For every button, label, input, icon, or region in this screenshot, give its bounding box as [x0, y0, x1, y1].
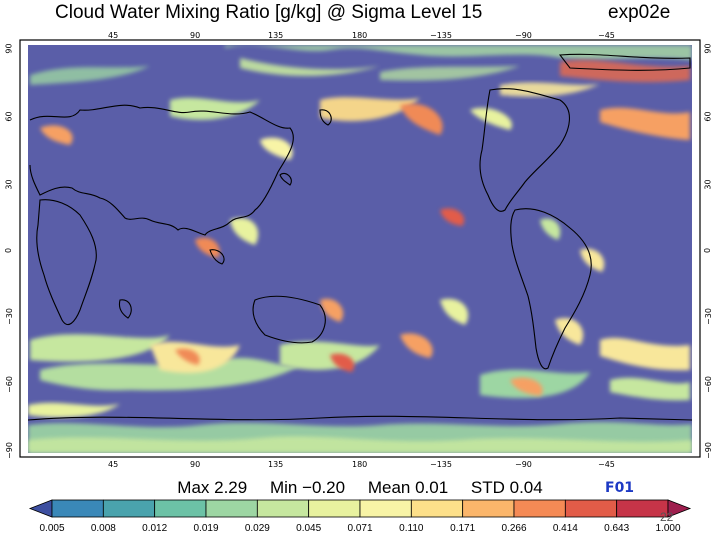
colorbar-swatch [102, 499, 156, 518]
colorbar-label: 0.005 [39, 523, 65, 534]
lat-tick-left: 0 [4, 247, 14, 254]
colorbar-label: 1.000 [655, 523, 681, 534]
colorbar-swatch [564, 499, 618, 518]
colorbar-swatch [205, 499, 258, 518]
colorbar-label: 0.019 [193, 523, 219, 534]
colorbar-swatch [410, 499, 464, 518]
colorbar-label: 0.110 [399, 523, 424, 534]
lat-tick-right: −60 [703, 376, 713, 393]
coastlines [28, 53, 692, 421]
chart-title: Cloud Water Mixing Ratio [g/kg] @ Sigma … [55, 2, 483, 23]
colorbar-label: 0.045 [296, 523, 322, 534]
lon-tick-top: −45 [598, 31, 615, 40]
colorbar-swatch [308, 499, 361, 518]
lon-tick-top: −135 [430, 31, 452, 40]
colorbar-left-arrow [28, 499, 53, 518]
lat-tick-right: 30 [703, 179, 713, 190]
lat-tick-right: 0 [703, 247, 713, 254]
colorbar-label: 0.266 [501, 523, 527, 534]
statistics-line: Max 2.29 Min −0.20 Mean 0.01 STD 0.04 [0, 478, 720, 498]
colorbar [28, 499, 692, 518]
colorbar-label: 0.012 [142, 523, 168, 534]
lon-tick-top: 45 [108, 31, 119, 40]
lat-tick-right: 90 [703, 43, 713, 54]
lat-tick-left: 60 [4, 111, 14, 122]
lat-tick-left: 90 [4, 43, 14, 54]
colorbar-right-arrow [667, 499, 692, 518]
stat-min: Min −0.20 [269, 478, 346, 497]
cloud-field [28, 45, 692, 453]
lat-tick-left: −90 [4, 442, 14, 459]
panel-label: F01 [605, 480, 635, 496]
lon-tick-top: 135 [268, 31, 284, 40]
lon-tick-bottom: 180 [352, 460, 368, 469]
stat-mean: Mean 0.01 [367, 478, 449, 497]
colorbar-swatch [359, 499, 412, 518]
lon-tick-bottom: 135 [268, 460, 284, 469]
lon-tick-top: −90 [515, 31, 532, 40]
lon-tick-bottom: −45 [598, 460, 615, 469]
lat-tick-left: −30 [4, 308, 14, 325]
slide-number: 22 [660, 510, 674, 524]
colorbar-label: 0.643 [604, 523, 630, 534]
stat-max: Max 2.29 [177, 478, 248, 497]
colorbar-swatch [513, 499, 566, 518]
lon-tick-bottom: 45 [108, 460, 119, 469]
lat-tick-right: −90 [703, 442, 713, 459]
lon-tick-bottom: −135 [430, 460, 452, 469]
lon-tick-bottom: −90 [515, 460, 532, 469]
lat-tick-left: 30 [4, 179, 14, 190]
lat-tick-right: −30 [703, 308, 713, 325]
stat-std: STD 0.04 [470, 478, 543, 497]
colorbar-swatch [462, 499, 515, 518]
colorbar-label: 0.029 [244, 523, 270, 534]
colorbar-label: 0.008 [90, 523, 116, 534]
colorbar-label: 0.414 [552, 523, 578, 534]
colorbar-label: 0.171 [450, 523, 476, 534]
lat-tick-right: 60 [703, 111, 713, 122]
colorbar-swatch [51, 499, 104, 518]
colorbar-swatch [256, 499, 310, 518]
experiment-label: exp02e [608, 2, 671, 23]
colorbar-label: 0.071 [347, 523, 373, 534]
lon-tick-bottom: 90 [190, 460, 201, 469]
lon-tick-top: 90 [190, 31, 201, 40]
lon-tick-top: 180 [352, 31, 368, 40]
lat-tick-left: −60 [4, 376, 14, 393]
colorbar-swatch [154, 499, 207, 518]
map-outer-frame [19, 39, 701, 458]
